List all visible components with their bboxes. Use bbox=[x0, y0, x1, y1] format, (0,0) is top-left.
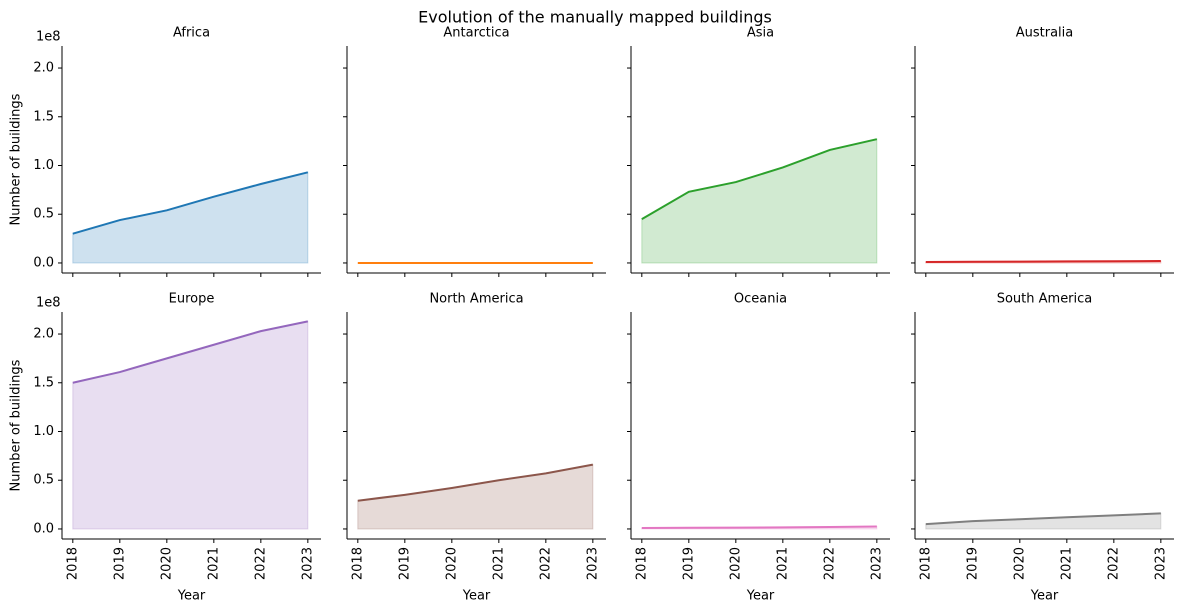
line bbox=[72, 320, 309, 384]
y-tick-label: 1.0 bbox=[33, 424, 54, 439]
panel-title: Oceania bbox=[734, 292, 787, 307]
line bbox=[925, 512, 1161, 526]
line bbox=[72, 171, 309, 235]
panel-title: Antarctica bbox=[443, 26, 509, 41]
area-fill bbox=[641, 138, 878, 264]
x-tick-label: 2019 bbox=[965, 547, 980, 580]
x-axis-label: Year bbox=[177, 589, 206, 604]
y-tick-label: 2.0 bbox=[33, 61, 54, 76]
y-axis-label: Number of buildings bbox=[9, 359, 24, 491]
panel-title: Asia bbox=[747, 26, 774, 41]
panel-title: North America bbox=[429, 292, 523, 307]
y-offset-label: 1e8 bbox=[36, 296, 61, 311]
y-axis-label: Number of buildings bbox=[9, 93, 24, 225]
x-tick-label: 2022 bbox=[822, 547, 837, 580]
y-offset-label: 1e8 bbox=[36, 30, 61, 45]
y-tick-label: 1.5 bbox=[33, 375, 54, 390]
y-tick-label: 1.0 bbox=[33, 158, 54, 173]
panel-title: Australia bbox=[1016, 26, 1074, 41]
x-axis-label: Year bbox=[746, 589, 775, 604]
x-axis-label: Year bbox=[462, 589, 491, 604]
line bbox=[641, 525, 877, 529]
x-tick-label: 2021 bbox=[1059, 547, 1074, 580]
x-tick-label: 2023 bbox=[1153, 547, 1168, 580]
x-tick-label: 2023 bbox=[585, 547, 600, 580]
x-tick-label: 2019 bbox=[681, 547, 696, 580]
area-fill bbox=[72, 171, 309, 264]
x-tick-label: 2021 bbox=[775, 547, 790, 580]
x-tick-label: 2020 bbox=[728, 547, 743, 580]
x-tick-label: 2023 bbox=[300, 547, 315, 580]
x-tick-label: 2018 bbox=[350, 547, 365, 580]
x-tick-label: 2018 bbox=[65, 547, 80, 580]
y-tick-label: 0.5 bbox=[33, 207, 54, 222]
line bbox=[641, 138, 878, 220]
y-tick-label: 0.0 bbox=[33, 255, 54, 270]
x-tick-label: 2020 bbox=[1012, 547, 1027, 580]
y-tick-label: 2.0 bbox=[33, 327, 54, 342]
x-axis-label: Year bbox=[1030, 589, 1059, 604]
figure-title: Evolution of the manually mapped buildin… bbox=[418, 8, 772, 27]
line bbox=[925, 260, 1161, 263]
x-tick-label: 2022 bbox=[1106, 547, 1121, 580]
y-tick-label: 0.5 bbox=[33, 473, 54, 488]
x-tick-label: 2021 bbox=[206, 547, 221, 580]
y-tick-label: 0.0 bbox=[33, 521, 54, 536]
x-tick-label: 2022 bbox=[253, 547, 268, 580]
panel-title: South America bbox=[997, 292, 1093, 307]
x-tick-label: 2018 bbox=[918, 547, 933, 580]
panel-title: Europe bbox=[169, 292, 215, 307]
x-tick-label: 2023 bbox=[869, 547, 884, 580]
x-tick-label: 2021 bbox=[491, 547, 506, 580]
x-tick-label: 2020 bbox=[444, 547, 459, 580]
y-tick-label: 1.5 bbox=[33, 109, 54, 124]
panel-title: Africa bbox=[173, 26, 210, 41]
x-tick-label: 2018 bbox=[634, 547, 649, 580]
x-tick-label: 2020 bbox=[159, 547, 174, 580]
x-tick-label: 2019 bbox=[397, 547, 412, 580]
line bbox=[357, 463, 594, 502]
x-tick-label: 2022 bbox=[538, 547, 553, 580]
x-tick-label: 2019 bbox=[112, 547, 127, 580]
